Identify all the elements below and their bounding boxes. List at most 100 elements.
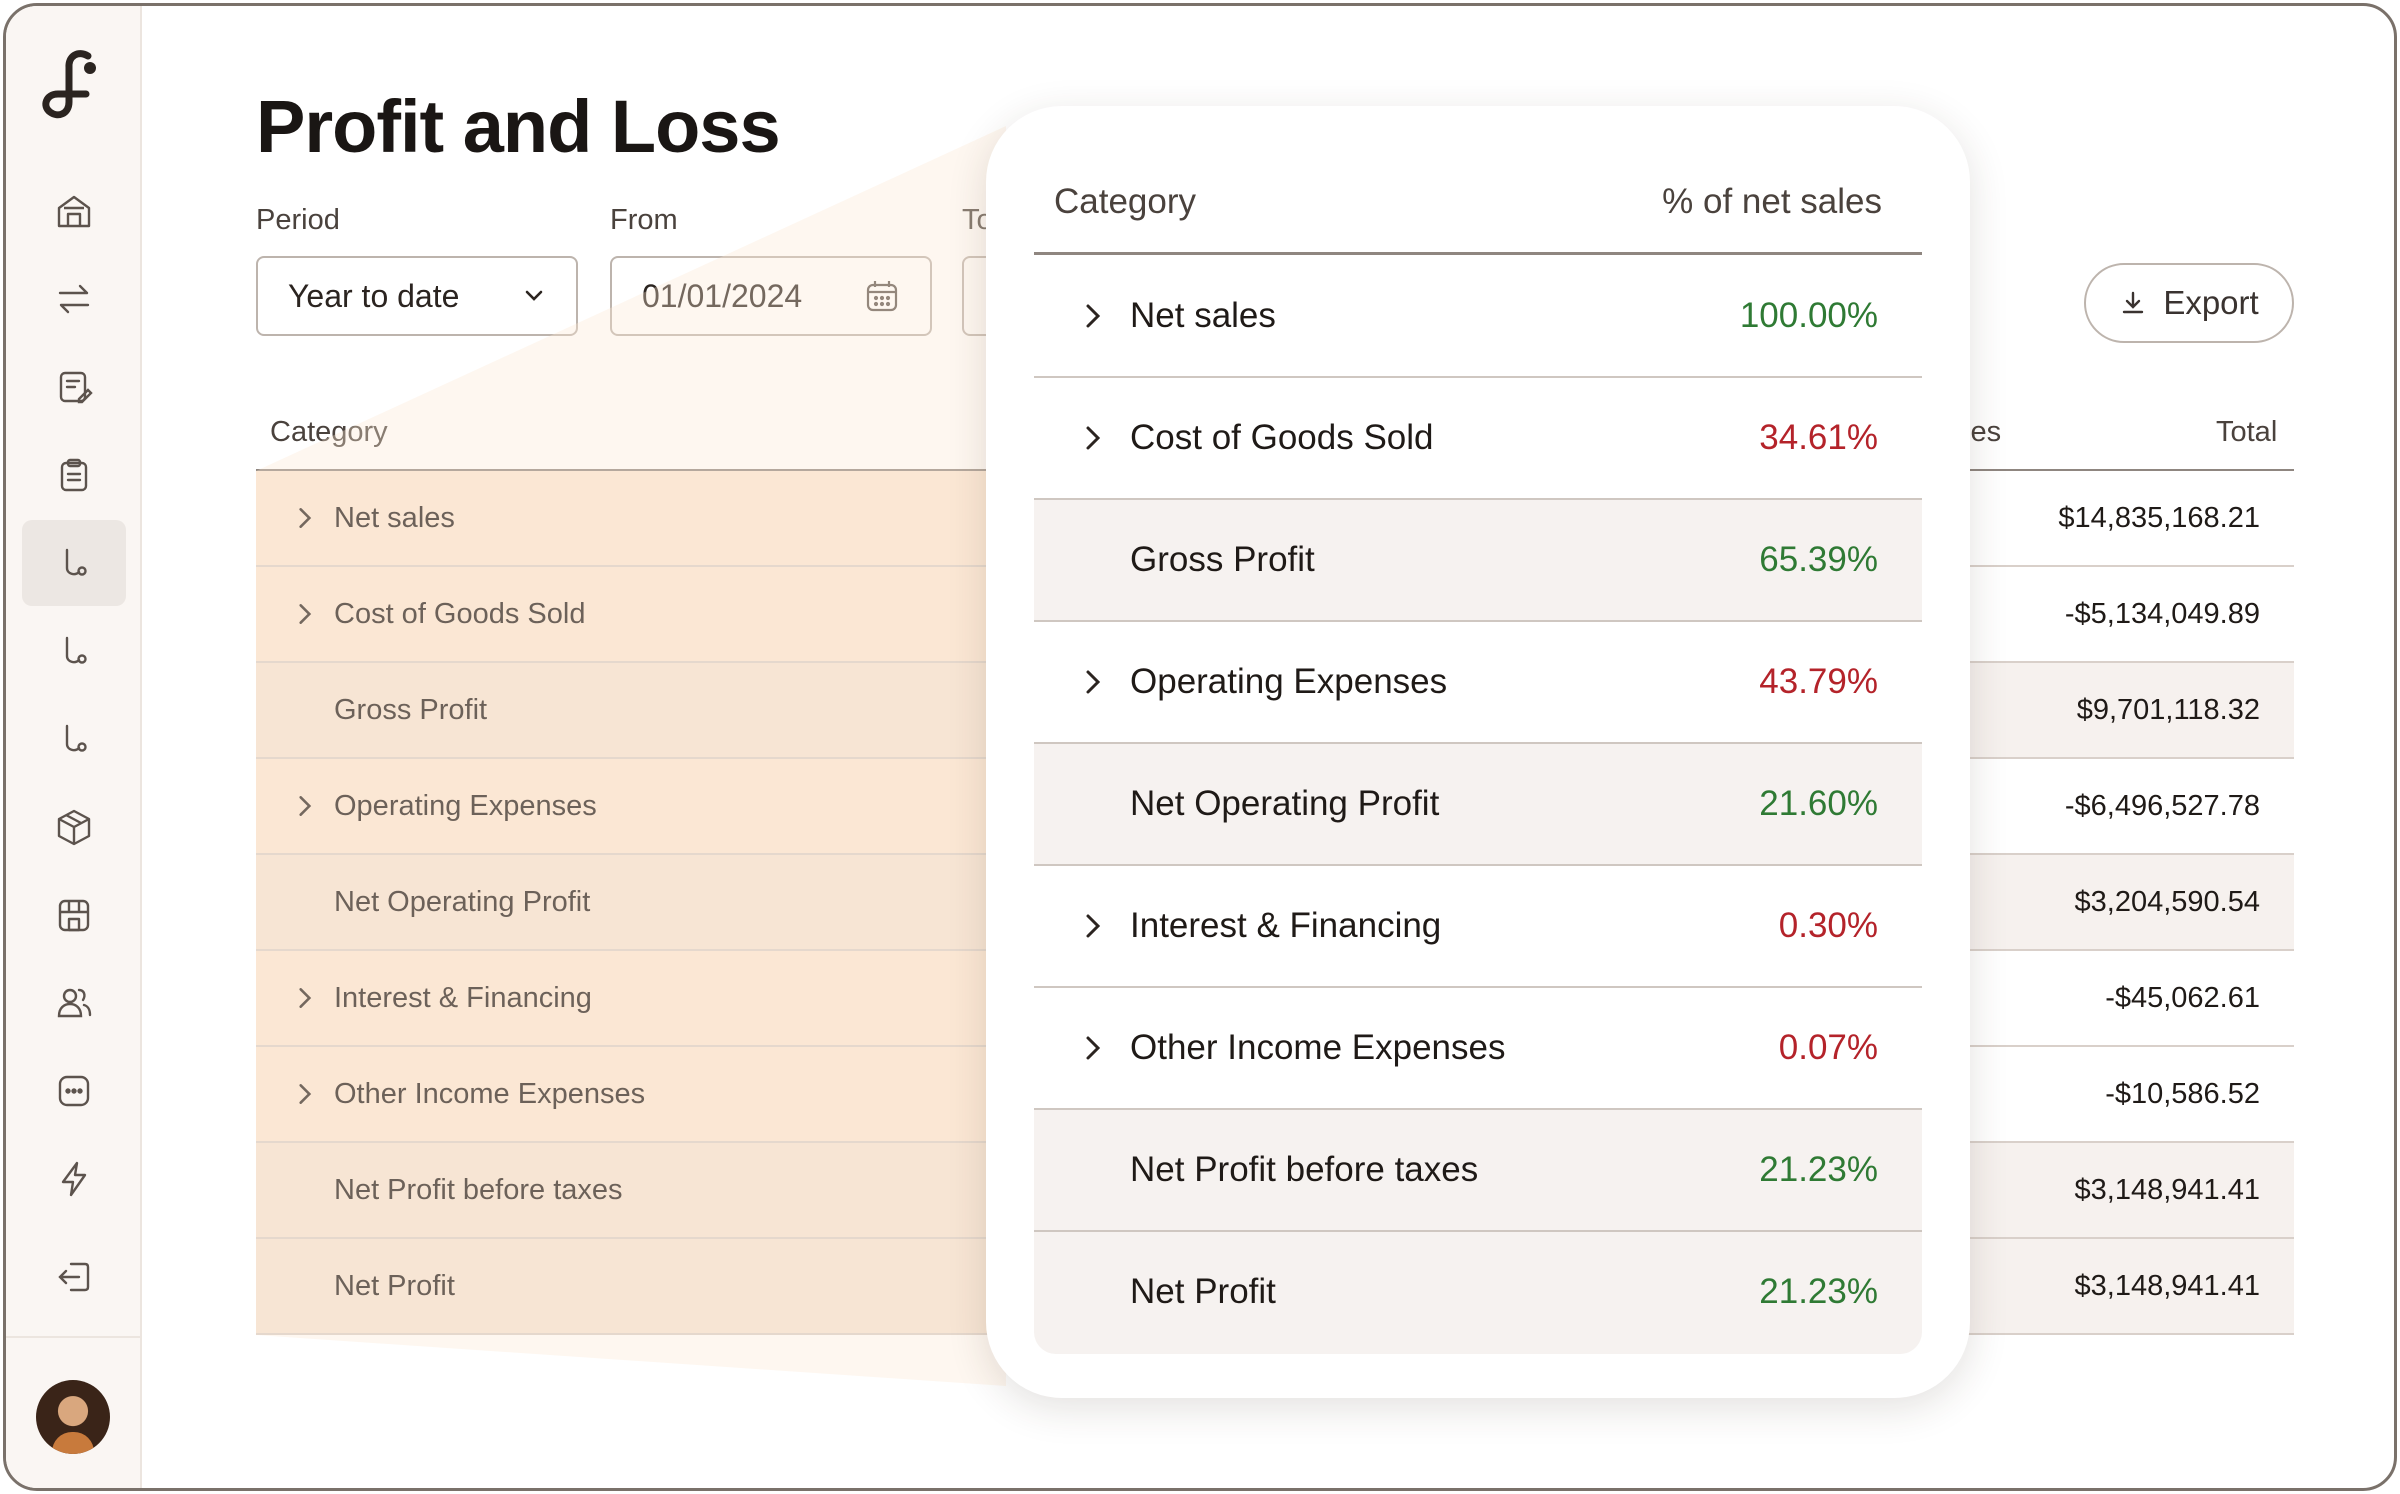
package-icon xyxy=(57,809,91,846)
row-total: $3,148,941.41 xyxy=(2074,1269,2260,1302)
expand-chevron[interactable] xyxy=(292,951,318,1045)
row-label: Net Profit before taxes xyxy=(334,1173,623,1206)
card-row-percent: 21.60% xyxy=(1759,784,1878,823)
chevron-right-icon xyxy=(299,1084,312,1104)
users-icon xyxy=(57,988,92,1018)
storefront-icon xyxy=(58,899,90,932)
from-label: From xyxy=(610,204,678,236)
from-date-field[interactable]: 01/01/2024 xyxy=(610,256,932,336)
row-shade xyxy=(256,1143,1016,1237)
nav-route-3[interactable] xyxy=(22,696,126,782)
card-row-percent: 21.23% xyxy=(1759,1150,1878,1189)
card-row-percent: 0.07% xyxy=(1778,1028,1878,1067)
nav-store[interactable] xyxy=(22,872,126,958)
row-total: -$10,586.52 xyxy=(2105,1077,2260,1110)
card-row: Net Operating Profit 21.60% xyxy=(1034,744,1922,866)
chevron-right-icon xyxy=(299,604,312,624)
expand-chevron[interactable] xyxy=(292,471,318,565)
card-row-percent: 34.61% xyxy=(1759,418,1878,457)
row-total: -$5,134,049.89 xyxy=(2064,597,2260,630)
expand-chevron[interactable] xyxy=(1078,256,1108,376)
expand-chevron[interactable] xyxy=(1078,622,1108,742)
export-button[interactable]: Export xyxy=(2084,263,2294,343)
row-label: Net Profit xyxy=(334,1269,455,1302)
row-label: Other Income Expenses xyxy=(334,1077,646,1110)
logout-icon xyxy=(58,1262,90,1292)
row-total: $9,701,118.32 xyxy=(2076,693,2260,726)
lightning-icon xyxy=(61,1161,87,1197)
card-row-label: Net Profit xyxy=(1130,1272,1276,1311)
expand-chevron[interactable] xyxy=(292,759,318,853)
nav-clipboard[interactable] xyxy=(22,432,126,518)
row-label: Net Operating Profit xyxy=(334,885,591,918)
card-row: Net Profit before taxes 21.23% xyxy=(1034,1110,1922,1232)
card-row-label: Operating Expenses xyxy=(1130,662,1448,701)
expand-chevron[interactable] xyxy=(1078,866,1108,986)
row-total: $3,148,941.41 xyxy=(2074,1173,2260,1206)
card-row-label: Net Operating Profit xyxy=(1130,784,1440,823)
chevron-right-icon xyxy=(299,508,312,528)
row-shade xyxy=(256,855,1016,949)
card-row-label: Cost of Goods Sold xyxy=(1130,418,1434,457)
home-icon xyxy=(57,195,91,228)
route-icon xyxy=(65,724,87,752)
row-total: -$6,496,527.78 xyxy=(2064,789,2260,822)
nav-route-active[interactable] xyxy=(22,520,126,606)
card-row[interactable]: Net sales 100.00% xyxy=(1034,256,1922,378)
row-label: Operating Expenses xyxy=(334,789,597,822)
chevron-right-icon xyxy=(1086,304,1101,328)
more-icon xyxy=(58,1075,90,1107)
card-row[interactable]: Operating Expenses 43.79% xyxy=(1034,622,1922,744)
expand-chevron[interactable] xyxy=(292,567,318,661)
period-select[interactable]: Year to date xyxy=(256,256,578,336)
nav-automations[interactable] xyxy=(22,1136,126,1222)
page-title: Profit and Loss xyxy=(256,85,781,168)
nav-more[interactable] xyxy=(22,1048,126,1134)
row-total: -$45,062.61 xyxy=(2105,981,2260,1014)
card-row-percent: 21.23% xyxy=(1759,1272,1878,1311)
card-header-percent: % of net sales xyxy=(1662,182,1882,221)
expand-chevron[interactable] xyxy=(1078,378,1108,498)
card-header-category: Category xyxy=(1054,182,1197,221)
nav-inventory[interactable] xyxy=(22,784,126,870)
row-shade xyxy=(256,663,1016,757)
card-row-label: Net Profit before taxes xyxy=(1130,1150,1479,1189)
period-value: Year to date xyxy=(288,277,460,314)
from-date-value: 01/01/2024 xyxy=(642,277,803,314)
export-label: Export xyxy=(2163,284,2259,321)
expand-chevron[interactable] xyxy=(1078,988,1108,1108)
logo-icon xyxy=(42,50,96,119)
chevron-right-icon xyxy=(1086,426,1101,450)
transfer-arrows-icon xyxy=(58,284,90,314)
expand-chevron[interactable] xyxy=(292,1047,318,1141)
edit-document-icon xyxy=(59,371,93,404)
card-row-label: Net sales xyxy=(1130,296,1276,335)
row-label: Cost of Goods Sold xyxy=(334,597,586,630)
avatar[interactable] xyxy=(36,1380,110,1454)
row-shade xyxy=(1966,855,2294,949)
nav-route-2[interactable] xyxy=(22,608,126,694)
card-row[interactable]: Cost of Goods Sold 34.61% xyxy=(1034,378,1922,500)
row-label: Interest & Financing xyxy=(334,981,592,1014)
nav-logout[interactable] xyxy=(22,1234,126,1320)
card-row-percent: 0.30% xyxy=(1778,906,1878,945)
chevron-right-icon xyxy=(299,796,312,816)
card-row: Gross Profit 65.39% xyxy=(1034,500,1922,622)
card-row[interactable]: Interest & Financing 0.30% xyxy=(1034,866,1922,988)
nav-documents[interactable] xyxy=(22,344,126,430)
card-row-percent: 65.39% xyxy=(1759,540,1878,579)
chevron-right-icon xyxy=(1086,914,1101,938)
nav-home[interactable] xyxy=(22,168,126,254)
app-window: Profit and Loss Period Year to date From… xyxy=(3,3,2397,1491)
calendar-icon[interactable] xyxy=(864,278,900,314)
card-row[interactable]: Other Income Expenses 0.07% xyxy=(1034,988,1922,1110)
card-row-label: Gross Profit xyxy=(1130,540,1315,579)
nav-users[interactable] xyxy=(22,960,126,1046)
nav-transfers[interactable] xyxy=(22,256,126,342)
column-header-category: Category xyxy=(270,416,388,448)
percent-breakdown-card: Category % of net sales Net sales 100.00%… xyxy=(986,106,1970,1398)
card-row-label: Other Income Expenses xyxy=(1130,1028,1506,1067)
row-total: $14,835,168.21 xyxy=(2058,501,2260,534)
row-shade xyxy=(1966,1239,2294,1333)
chevron-right-icon xyxy=(1086,670,1101,694)
